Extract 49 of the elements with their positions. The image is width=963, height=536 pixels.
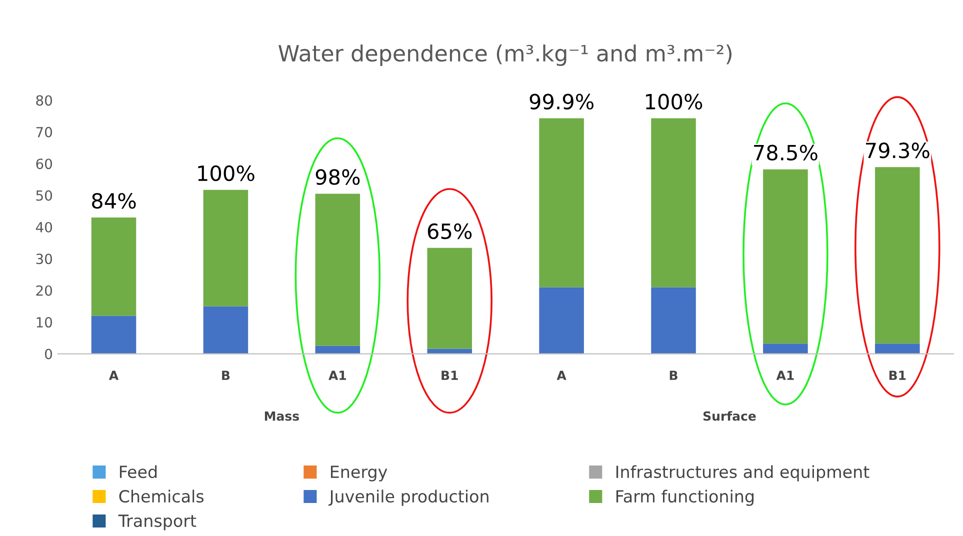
legend-label: Infrastructures and equipment	[616, 465, 870, 482]
y-tick-label: 50	[36, 190, 52, 201]
chart-title: Water dependence (m³.kg⁻¹ and m³.m⁻²)	[278, 44, 732, 66]
x-tick-label: A1	[328, 370, 346, 380]
y-tick-label: 80	[36, 95, 52, 106]
x-tick-label: B1	[442, 370, 458, 380]
y-tick-label: 10	[36, 317, 52, 328]
x-tick-label: A	[556, 370, 566, 380]
bar	[203, 190, 248, 306]
annotation: 99.9%	[530, 94, 594, 110]
y-tick-label: 70	[36, 126, 52, 138]
legend-label: Juvenile production	[328, 490, 488, 506]
legend-label: Feed	[120, 465, 157, 478]
bar	[427, 248, 472, 349]
annotation: 84%	[92, 192, 136, 209]
bar	[651, 118, 696, 288]
legend-label: Farm functioning	[616, 490, 754, 506]
bar	[875, 167, 920, 344]
bar	[91, 316, 136, 354]
bar	[875, 344, 920, 354]
x-tick-label: B	[670, 370, 678, 380]
legend-label: Energy	[330, 466, 388, 482]
annotation: 100%	[646, 94, 702, 110]
bar	[91, 217, 136, 316]
annotation: 100%	[198, 165, 254, 182]
text: Mass	[264, 411, 299, 421]
bar	[203, 306, 248, 354]
annotation: 98%	[316, 169, 360, 185]
y-tick-label: 40	[36, 222, 52, 232]
bar	[763, 344, 808, 354]
bar	[315, 194, 360, 346]
bar	[651, 287, 696, 354]
x-tick-label: B	[222, 370, 230, 380]
x-tick-label: A1	[776, 370, 794, 380]
annotation: 65%	[428, 223, 472, 240]
annotation: 78.5%	[754, 144, 818, 161]
y-tick-label: 0	[45, 348, 52, 360]
y-tick-label: 20	[36, 285, 52, 296]
annotation: 79.3%	[866, 142, 930, 158]
y-tick-label: 30	[36, 254, 52, 264]
x-tick-label: B1	[889, 370, 906, 380]
bar	[763, 169, 808, 344]
text: Surface	[703, 411, 756, 421]
x-tick-label: A	[108, 370, 119, 380]
bar	[539, 118, 584, 288]
y-tick-label: 60	[36, 158, 52, 170]
bar	[539, 287, 584, 354]
legend-label: Chemicals	[119, 490, 204, 503]
legend-label: Transport	[118, 514, 196, 530]
